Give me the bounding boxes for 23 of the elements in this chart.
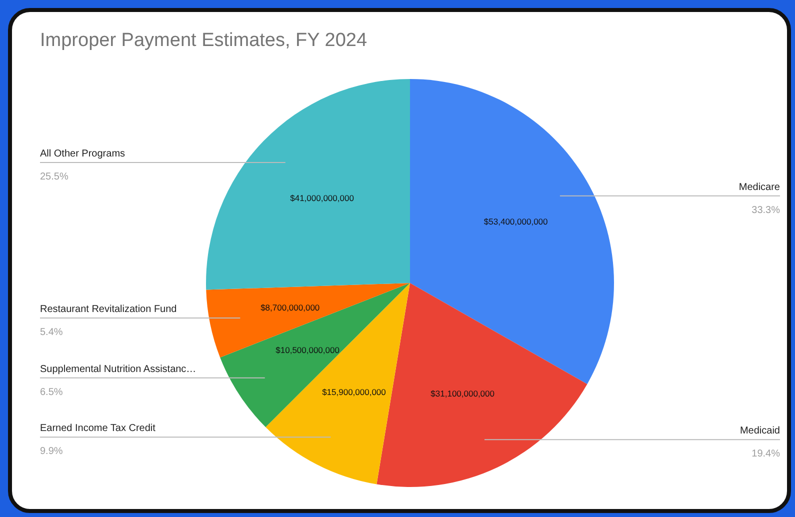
- slice-label: Supplemental Nutrition Assistanc…: [40, 364, 196, 375]
- data-label: $31,100,000,000: [430, 388, 495, 399]
- pie-slice: [206, 79, 410, 290]
- slice-label: Medicaid: [740, 426, 780, 437]
- slice-label: Earned Income Tax Credit: [40, 423, 156, 434]
- slice-label: Restaurant Revitalization Fund: [40, 304, 177, 316]
- text: 25.5%: [40, 171, 68, 182]
- pie-slice: [410, 79, 614, 384]
- data-label: $10,500,000,000: [276, 344, 340, 355]
- data-label: $15,900,000,000: [322, 386, 386, 397]
- data-label: $53,400,000,000: [484, 216, 548, 227]
- data-label: $41,000,000,000: [290, 192, 354, 203]
- slice-label: Medicare: [738, 182, 780, 193]
- data-label: $8,700,000,000: [260, 302, 320, 313]
- text: 19.4%: [752, 448, 780, 460]
- slice-label: All Other Programs: [40, 148, 126, 160]
- pie-slice: [206, 283, 410, 358]
- pie-slice: [220, 283, 410, 428]
- chart-title: Improper Payment Estimates, FY 2024: [40, 30, 368, 51]
- text: 5.4%: [40, 327, 63, 338]
- text: 33.3%: [752, 204, 780, 216]
- text: 6.5%: [40, 386, 63, 398]
- text: 9.9%: [40, 446, 63, 458]
